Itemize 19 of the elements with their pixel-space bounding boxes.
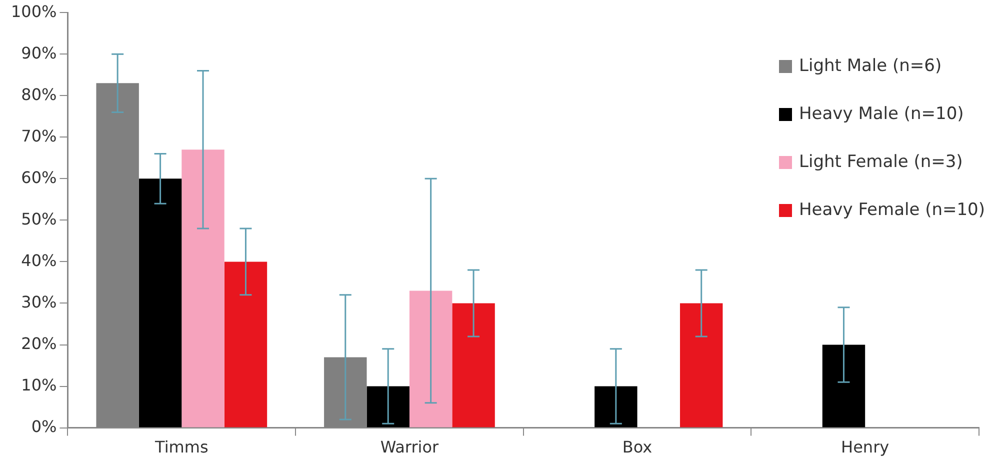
legend-label: Light Female (n=3) bbox=[799, 152, 963, 172]
y-tick-label: 10% bbox=[21, 375, 57, 394]
y-tick-label: 40% bbox=[21, 250, 57, 270]
y-tick-label: 80% bbox=[21, 84, 57, 104]
y-tick-label: 50% bbox=[21, 209, 57, 228]
y-tick-label: 90% bbox=[21, 43, 57, 62]
x-tick-label: Box bbox=[622, 438, 652, 457]
x-tick-label: Timms bbox=[154, 438, 208, 457]
y-tick-label: 60% bbox=[21, 168, 57, 187]
y-tick-label: 30% bbox=[21, 292, 57, 312]
y-tick-label: 20% bbox=[21, 334, 57, 353]
x-tick-label: Warrior bbox=[380, 438, 440, 457]
x-tick-label: Henry bbox=[841, 438, 890, 457]
legend-label: Heavy Male (n=10) bbox=[799, 104, 964, 124]
legend-label: Light Male (n=6) bbox=[799, 56, 942, 76]
legend-label: Heavy Female (n=10) bbox=[799, 200, 985, 220]
y-tick-label: 0% bbox=[31, 416, 57, 436]
y-tick-label: 100% bbox=[10, 2, 57, 21]
y-tick-label: 70% bbox=[21, 126, 57, 146]
